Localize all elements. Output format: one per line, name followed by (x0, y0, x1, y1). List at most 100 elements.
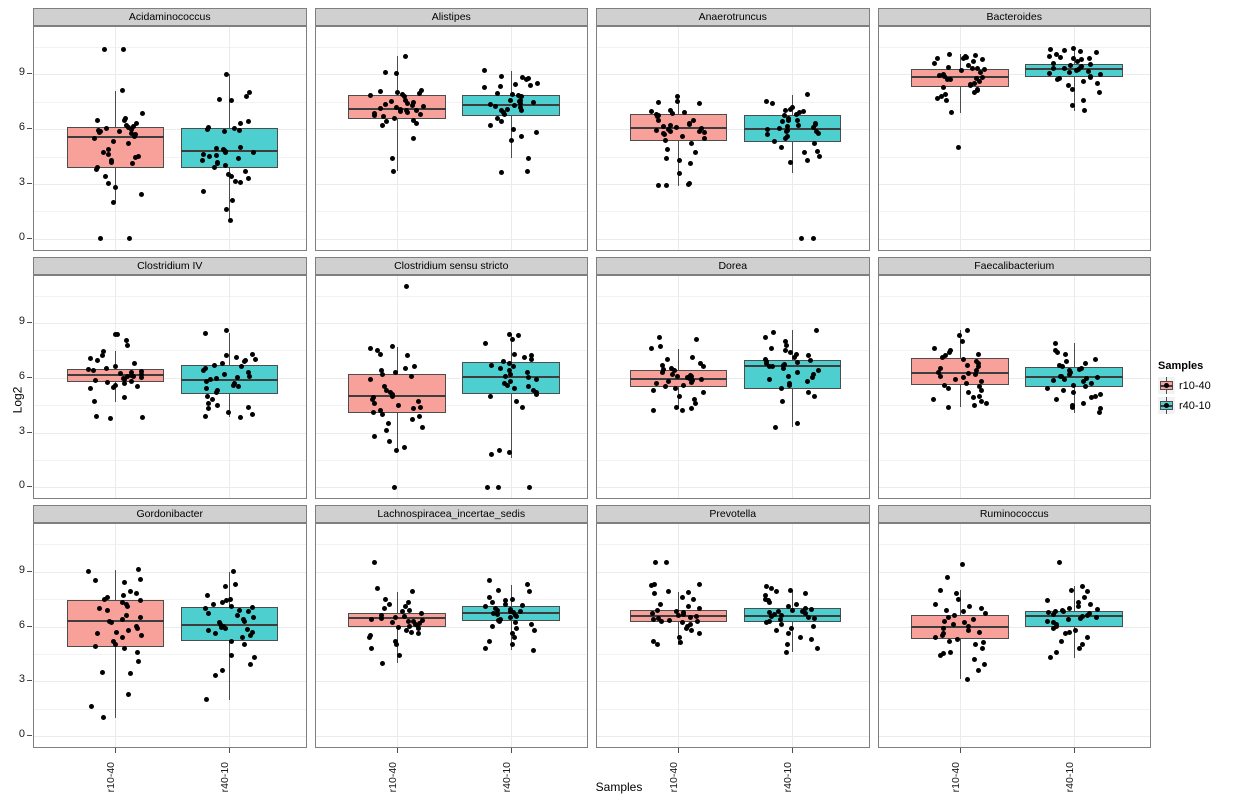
jitter-point (247, 633, 253, 639)
jitter-point (942, 73, 948, 79)
jitter-point (204, 126, 210, 132)
gridline-horizontal-minor (878, 708, 1150, 710)
jitter-point (776, 609, 782, 615)
jitter-point (810, 124, 816, 130)
gridline-horizontal (34, 571, 306, 573)
jitter-point (209, 397, 215, 403)
gridline-horizontal-minor (597, 708, 869, 710)
jitter-point (390, 168, 396, 174)
gridline-horizontal (315, 432, 587, 434)
jitter-point (811, 141, 817, 147)
jitter-point (247, 662, 253, 668)
jitter-point (229, 638, 235, 644)
jitter-point (504, 382, 510, 388)
jitter-point (1083, 384, 1089, 390)
jitter-point (250, 614, 256, 620)
boxplot-median (911, 76, 1009, 79)
gridline-horizontal (878, 183, 1150, 185)
jitter-point (223, 150, 229, 156)
boxplot-box (180, 128, 279, 168)
jitter-point (1076, 367, 1082, 373)
jitter-point (1050, 620, 1056, 626)
jitter-point (407, 607, 413, 613)
gridline-horizontal-minor (315, 47, 587, 49)
jitter-point (204, 393, 210, 399)
jitter-point (379, 615, 385, 621)
gridline-horizontal (315, 626, 587, 628)
jitter-point (109, 159, 115, 165)
jitter-point (383, 596, 389, 602)
jitter-point (128, 379, 134, 384)
jitter-point (408, 629, 414, 635)
jitter-point (101, 596, 107, 602)
jitter-point (948, 649, 954, 655)
jitter-point (795, 359, 801, 365)
gridline-horizontal-minor (34, 295, 306, 297)
jitter-point (789, 607, 795, 613)
jitter-point (666, 379, 672, 384)
jitter-point (667, 108, 673, 114)
jitter-point (939, 633, 945, 639)
legend-entry[interactable]: r40-10 (1158, 397, 1211, 414)
jitter-point (777, 616, 783, 622)
jitter-point (122, 380, 128, 386)
jitter-point (121, 593, 127, 598)
jitter-point (1066, 616, 1071, 622)
jitter-point (971, 402, 977, 408)
jitter-point (495, 612, 501, 618)
jitter-point (1059, 638, 1065, 644)
jitter-point (976, 79, 982, 85)
jitter-point (200, 188, 206, 194)
gridline-horizontal-minor (34, 544, 306, 546)
x-tick-label: r40-10 (1063, 762, 1076, 793)
jitter-point (1096, 410, 1102, 416)
jitter-point (960, 561, 966, 567)
y-tick-label: 3 (18, 424, 25, 437)
gridline-horizontal (878, 238, 1150, 240)
y-tick-mark (27, 570, 32, 572)
jitter-point (416, 91, 422, 97)
jitter-point (410, 117, 416, 123)
jitter-point (702, 130, 708, 136)
jitter-point (688, 622, 694, 628)
jitter-point (206, 627, 212, 633)
x-tick-label: r10-40 (668, 762, 681, 793)
jitter-point (402, 444, 408, 450)
jitter-point (676, 613, 682, 619)
jitter-point (531, 388, 537, 394)
facet-strip-label: Clostridium IV (33, 256, 307, 275)
legend-key-icon (1158, 397, 1175, 414)
jitter-point (779, 613, 785, 619)
jitter-point (245, 175, 251, 181)
jitter-point (693, 150, 699, 156)
jitter-point (403, 107, 409, 113)
jitter-point (697, 605, 703, 611)
gridline-horizontal (315, 74, 587, 76)
jitter-point (535, 81, 541, 87)
jitter-point (800, 109, 806, 115)
jitter-point (383, 428, 389, 434)
jitter-point (223, 71, 229, 77)
jitter-point (252, 655, 258, 661)
jitter-point (978, 399, 984, 405)
jitter-point (379, 368, 385, 374)
legend-entry[interactable]: r10-40 (1158, 377, 1211, 394)
jitter-point (1098, 406, 1104, 412)
jitter-point (482, 603, 488, 609)
jitter-point (395, 90, 401, 96)
jitter-point (524, 168, 530, 174)
jitter-point (666, 589, 672, 595)
jitter-point (966, 627, 972, 633)
x-tick-label: r10-40 (105, 762, 118, 793)
jitter-point (784, 642, 790, 648)
x-tick-mark (396, 748, 398, 753)
facet-strip-label: Bacteroides (877, 8, 1151, 26)
gridline-vertical (959, 27, 961, 250)
jitter-point (1082, 360, 1088, 366)
jitter-point (766, 363, 772, 369)
jitter-point (763, 335, 769, 341)
gridline-horizontal (878, 74, 1150, 76)
jitter-point (945, 386, 951, 392)
jitter-point (92, 399, 98, 405)
